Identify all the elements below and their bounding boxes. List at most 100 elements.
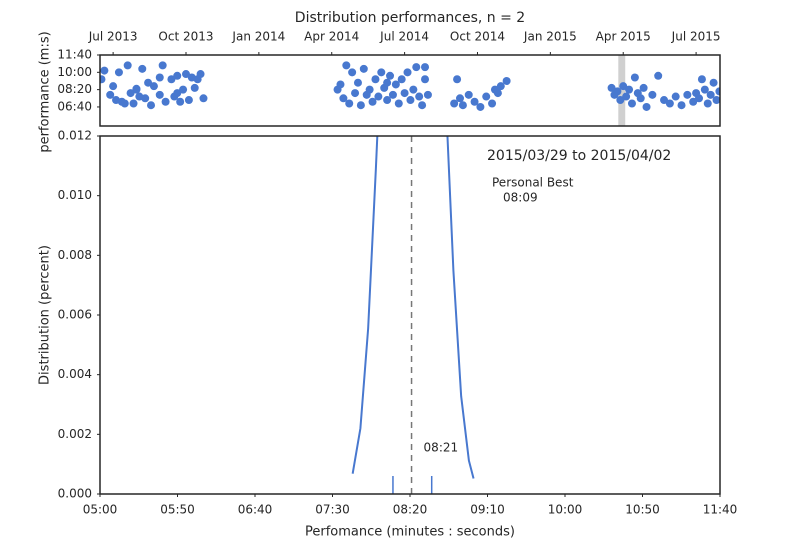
y-axis-label: performance (m:s) — [38, 31, 53, 152]
point — [715, 87, 720, 96]
point — [421, 75, 430, 84]
point — [695, 94, 704, 103]
point — [689, 97, 698, 106]
point — [403, 68, 412, 77]
frame — [99, 135, 721, 495]
point — [339, 94, 348, 103]
y-tick-label: 0.004 — [58, 367, 92, 381]
point — [671, 92, 680, 101]
point — [622, 92, 631, 101]
point — [179, 85, 188, 94]
point — [342, 61, 351, 70]
point — [625, 85, 634, 94]
point — [391, 80, 400, 89]
point — [450, 99, 459, 108]
y-axis-label: Distribution (percent) — [38, 245, 53, 385]
point — [677, 101, 686, 110]
point — [488, 99, 497, 108]
point — [126, 89, 135, 98]
point — [502, 76, 511, 85]
point — [176, 97, 185, 106]
point — [100, 66, 109, 75]
y-tick-label: 0.008 — [58, 248, 92, 262]
y-tick-label: 0.006 — [58, 308, 92, 322]
density-line — [351, 136, 475, 479]
x-tick-label: 05:50 — [160, 503, 195, 517]
point — [464, 90, 473, 99]
point — [415, 92, 424, 101]
point — [706, 90, 715, 99]
point — [482, 92, 491, 101]
point — [356, 101, 365, 110]
point — [683, 90, 692, 99]
point — [353, 78, 362, 87]
point — [700, 85, 709, 94]
point — [383, 78, 392, 87]
point — [496, 82, 505, 91]
x-tick-label: Jan 2014 — [231, 30, 285, 44]
point — [418, 101, 427, 110]
point — [173, 89, 182, 98]
highlight-band — [618, 55, 626, 126]
point — [709, 78, 718, 87]
x-tick-label: Jul 2014 — [379, 30, 429, 44]
chart-title: Distribution performances, n = 2 — [295, 10, 525, 26]
point — [359, 64, 368, 73]
y-tick-label: 06:40 — [57, 99, 92, 113]
point — [648, 90, 657, 99]
point — [147, 101, 156, 110]
point — [371, 75, 380, 84]
point — [455, 94, 464, 103]
point — [627, 99, 636, 108]
x-axis-label: Perfomance (minutes : seconds) — [305, 525, 515, 540]
y-tick-label: 08:20 — [57, 82, 92, 96]
point — [619, 82, 628, 91]
point — [630, 73, 639, 82]
point — [144, 78, 153, 87]
point — [665, 99, 674, 108]
point — [397, 75, 406, 84]
y-tick-label: 0.010 — [58, 188, 92, 202]
point — [173, 71, 182, 80]
point — [129, 99, 138, 108]
point — [400, 89, 409, 98]
point — [374, 92, 383, 101]
x-tick-label: Jan 2015 — [523, 30, 577, 44]
point — [453, 75, 462, 84]
point — [712, 96, 720, 105]
point — [412, 63, 421, 72]
y-tick-label: 10:00 — [57, 65, 92, 79]
point — [141, 94, 150, 103]
point — [423, 90, 432, 99]
point — [613, 87, 622, 96]
point — [123, 61, 132, 70]
point — [155, 90, 164, 99]
point — [458, 101, 467, 110]
point — [138, 64, 147, 73]
plot-area — [100, 55, 720, 126]
point — [336, 80, 345, 89]
point — [406, 96, 415, 105]
y-tick-label: 0.012 — [58, 129, 92, 143]
x-tick-label: Oct 2014 — [450, 30, 505, 44]
point — [493, 89, 502, 98]
point — [161, 97, 170, 106]
point — [654, 71, 663, 80]
point — [470, 97, 479, 106]
point — [368, 97, 377, 106]
x-tick-label: Jul 2015 — [671, 30, 721, 44]
x-tick-label: 10:50 — [625, 503, 660, 517]
point — [199, 94, 208, 103]
point — [167, 75, 176, 84]
x-tick-label: 06:40 — [238, 503, 273, 517]
point — [660, 96, 669, 105]
y-tick-label: 0.002 — [58, 427, 92, 441]
point — [120, 99, 129, 108]
personal-best-label: 08:09 — [503, 191, 538, 205]
point — [388, 90, 397, 99]
point — [636, 94, 645, 103]
x-tick-label: 07:30 — [315, 503, 350, 517]
point — [132, 84, 141, 93]
point — [155, 73, 164, 82]
